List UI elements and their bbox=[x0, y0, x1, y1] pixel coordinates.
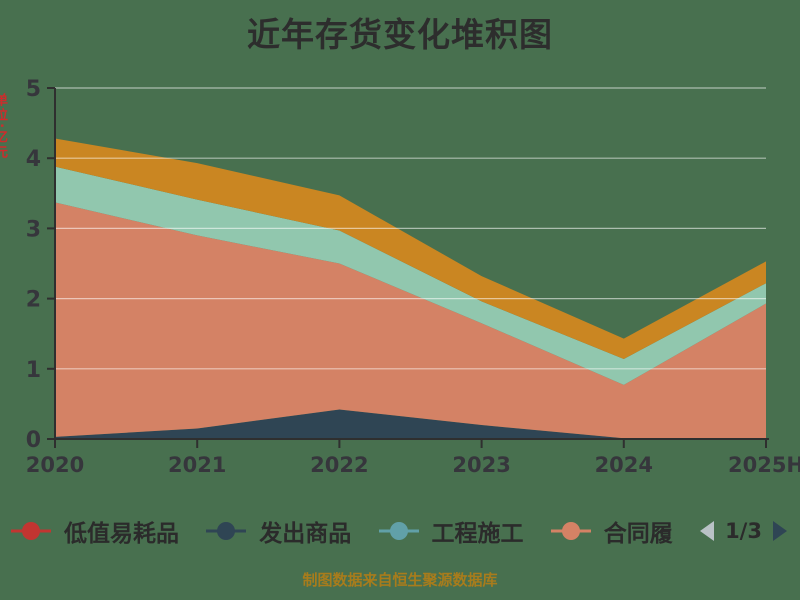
legend-item-label: 合同履 bbox=[603, 521, 673, 547]
legend-marker-icon bbox=[206, 522, 247, 540]
legend-pagination: 1/3 bbox=[699, 519, 788, 543]
y-tick-label-3: 3 bbox=[26, 217, 41, 242]
legend-item-0[interactable]: 低值易耗品 bbox=[10, 514, 179, 548]
legend-item-1[interactable]: 发出商品 bbox=[205, 514, 351, 548]
y-tick-label-5: 5 bbox=[26, 77, 41, 102]
area-series-3 bbox=[55, 138, 766, 359]
legend-prev-arrow-icon[interactable] bbox=[699, 520, 715, 542]
legend-item-3[interactable]: 合同履 bbox=[550, 514, 673, 548]
area-series-2 bbox=[55, 166, 766, 385]
legend-marker-icon bbox=[550, 522, 591, 540]
data-source-caption: 制图数据来自恒生聚源数据库 bbox=[302, 571, 498, 589]
x-tick-label-2020: 2020 bbox=[26, 453, 84, 477]
y-tick-label-2: 2 bbox=[26, 288, 41, 313]
x-tick-label-2024: 2024 bbox=[595, 453, 653, 477]
legend-item-label: 工程施工 bbox=[431, 521, 524, 547]
x-tick-label-2021: 2021 bbox=[168, 453, 226, 477]
chart-title: 近年存货变化堆积图 bbox=[247, 15, 553, 54]
y-axis-unit-label: 单位:亿元 bbox=[0, 93, 7, 161]
y-tick-label-1: 1 bbox=[26, 358, 41, 383]
legend: 低值易耗品 发出商品 工程施工 合同履 1/3 bbox=[10, 510, 788, 552]
area-series-合同履 bbox=[55, 202, 766, 439]
legend-item-label: 发出商品 bbox=[259, 521, 352, 547]
legend-marker-icon bbox=[11, 522, 51, 540]
x-tick-label-2022: 2022 bbox=[310, 453, 368, 477]
area-series-发出商品 bbox=[55, 409, 766, 439]
legend-item-label: 低值易耗品 bbox=[64, 521, 179, 547]
y-tick-label-0: 0 bbox=[26, 428, 41, 453]
x-tick-label-2025H: 2025H bbox=[728, 453, 800, 477]
y-tick-label-4: 4 bbox=[26, 147, 41, 172]
legend-marker-icon bbox=[378, 522, 419, 540]
legend-item-2[interactable]: 工程施工 bbox=[378, 514, 524, 548]
legend-page-indicator: 1/3 bbox=[725, 519, 762, 543]
legend-next-arrow-icon[interactable] bbox=[772, 520, 788, 542]
x-tick-label-2023: 2023 bbox=[452, 453, 510, 477]
